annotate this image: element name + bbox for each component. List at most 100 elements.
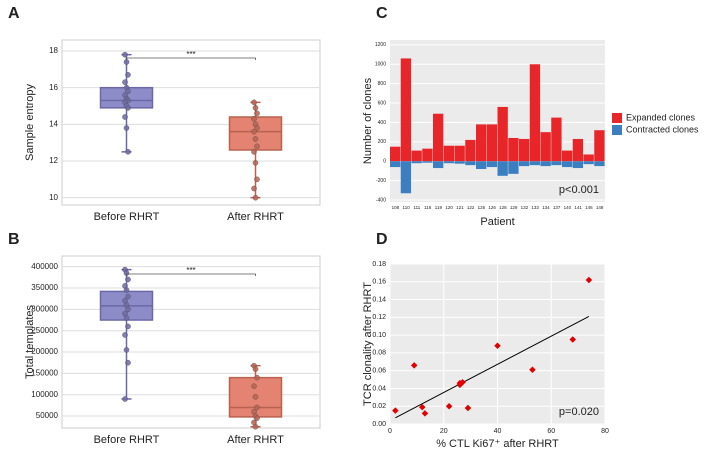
- y-tick-label: 200: [378, 139, 387, 145]
- x-tick-label: 128: [499, 205, 507, 210]
- legend-label: Expanded clones: [626, 112, 696, 122]
- bar: [551, 117, 562, 162]
- y-tick-label: 100000: [31, 390, 58, 399]
- significance: ***: [186, 266, 195, 275]
- x-tick-label: After RHRT: [227, 434, 284, 446]
- data-point: [254, 143, 260, 150]
- x-tick-label: 40: [494, 428, 502, 435]
- y-tick-label: 0.00: [372, 421, 386, 428]
- bar: [540, 161, 551, 167]
- y-tick-label: 0.12: [372, 314, 386, 321]
- bar: [411, 161, 422, 164]
- y-tick-label: 150000: [31, 368, 58, 377]
- panel-label: A: [8, 5, 20, 22]
- data-point: [252, 394, 259, 400]
- y-tick-label: 800: [378, 81, 387, 87]
- data-point: [125, 293, 131, 300]
- data-point: [125, 276, 131, 283]
- y-tick-label: 18: [49, 46, 58, 55]
- y-axis-label: TCR clonality after RHRT: [362, 282, 374, 406]
- data-point: [123, 59, 130, 65]
- bar: [551, 161, 562, 166]
- data-point: [254, 125, 260, 131]
- bar: [422, 148, 433, 162]
- bar: [529, 64, 541, 162]
- significance-bracket: [126, 57, 256, 60]
- bar: [422, 161, 433, 163]
- data-point: [123, 125, 130, 131]
- y-tick-label: -200: [376, 178, 386, 184]
- x-tick-label: 108: [392, 205, 400, 210]
- data-point: [122, 51, 128, 58]
- x-tick-label: 133: [531, 205, 539, 210]
- x-tick-label: 137: [553, 205, 561, 210]
- data-point: [459, 378, 466, 386]
- data-point: [125, 359, 131, 366]
- y-axis-label: Sample entropy: [24, 83, 36, 161]
- x-tick-label: 141: [574, 205, 582, 210]
- data-point: [123, 315, 130, 321]
- y-tick-label: 50000: [36, 411, 59, 420]
- data-point: [254, 415, 260, 421]
- panel-label: D: [376, 231, 388, 248]
- x-tick-label: 132: [521, 205, 529, 210]
- y-tick-label: 350000: [31, 283, 58, 292]
- data-point: [122, 114, 128, 120]
- bar: [497, 161, 508, 176]
- y-tick-label: 0.10: [372, 332, 386, 339]
- bar: [400, 161, 412, 194]
- bar: [572, 138, 584, 162]
- y-tick-label: 0.14: [372, 296, 386, 303]
- bar: [433, 113, 444, 162]
- bar: [497, 106, 508, 162]
- data-point: [254, 404, 260, 411]
- y-tick-label: 1200: [375, 42, 386, 48]
- x-tick-label: 126: [488, 205, 496, 210]
- bar: [486, 161, 498, 168]
- panel-label: C: [376, 5, 388, 22]
- bar: [562, 161, 573, 168]
- data-point: [252, 136, 259, 142]
- bar: [519, 161, 530, 167]
- bar: [594, 130, 605, 162]
- bar: [519, 138, 530, 162]
- y-tick-label: 12: [49, 156, 58, 165]
- y-axis-label: Number of clones: [362, 77, 374, 164]
- bar: [529, 161, 541, 166]
- bar: [411, 150, 422, 162]
- x-tick-label: 111: [413, 205, 420, 210]
- data-point: [125, 149, 131, 155]
- bar: [572, 161, 584, 169]
- bar: [454, 161, 465, 164]
- legend-swatch: [612, 113, 622, 123]
- annotation: p<0.001: [559, 184, 599, 196]
- data-point: [421, 410, 429, 417]
- x-tick-label: 116: [424, 205, 432, 210]
- bar: [433, 161, 444, 169]
- x-tick-label: 122: [467, 205, 475, 210]
- data-point: [585, 276, 593, 284]
- x-tick-label: Before RHRT: [94, 434, 160, 446]
- significance-bracket: [126, 273, 256, 276]
- data-point: [251, 383, 257, 389]
- data-point: [254, 374, 260, 381]
- data-point: [252, 366, 259, 372]
- y-tick-label: 250000: [31, 326, 58, 335]
- bar: [486, 124, 498, 162]
- data-point: [254, 176, 260, 183]
- x-tick-label: After RHRT: [227, 211, 284, 223]
- data-point: [254, 110, 260, 117]
- x-tick-label: 119: [435, 205, 443, 210]
- trendline: [395, 316, 590, 419]
- x-tick-label: 134: [542, 205, 550, 210]
- legend-swatch: [612, 125, 622, 135]
- bar: [465, 161, 476, 166]
- y-tick-label: -400: [376, 197, 386, 203]
- bar: [400, 58, 412, 162]
- x-tick-label: 121: [456, 205, 464, 210]
- data-point: [251, 99, 257, 106]
- bar: [465, 139, 476, 162]
- x-tick-label: 110: [403, 205, 411, 210]
- x-tick-label: 20: [440, 428, 448, 435]
